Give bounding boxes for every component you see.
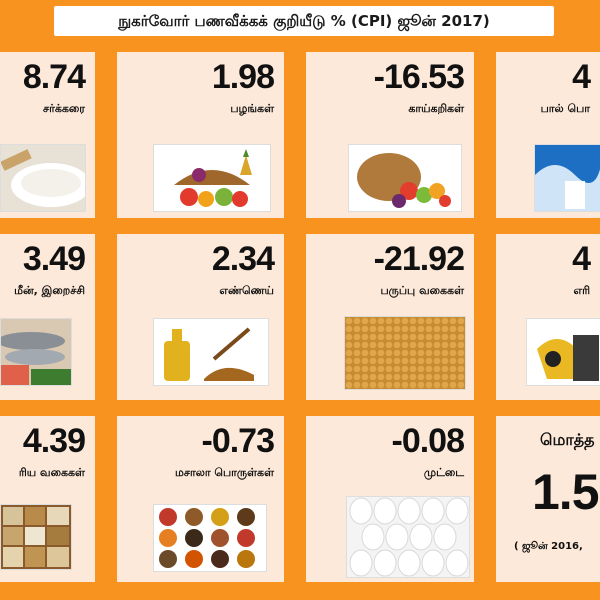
total-note: ( ஜூன் 2016, xyxy=(514,541,583,552)
pulses-icon xyxy=(344,316,466,390)
card-total: மொத்த 1.5 ( ஜூன் 2016, xyxy=(496,416,600,582)
fish-meat-icon xyxy=(0,318,72,386)
card-fruits: 1.98 பழங்கள் xyxy=(117,52,284,218)
value-vegetables: -16.53 xyxy=(373,58,465,96)
title-bar: நுகர்வோர் பணவீக்கக் குறியீடு % (CPI) ஜூன… xyxy=(0,0,600,44)
label-sugar: சர்க்கரை xyxy=(42,102,85,115)
value-sugar: 8.74 xyxy=(22,58,86,96)
grains-icon xyxy=(0,504,72,570)
fuel-icon xyxy=(526,318,600,386)
value-pulses: -21.92 xyxy=(373,240,465,278)
oil-icon xyxy=(153,318,269,386)
card-eggs: -0.08 முட்டை xyxy=(306,416,474,582)
total-label: மொத்த xyxy=(540,430,595,449)
value-spices: -0.73 xyxy=(201,422,275,460)
card-spices: -0.73 மசாலா பொருள்கள் xyxy=(117,416,284,582)
spices-icon xyxy=(153,504,267,572)
label-oil: எண்ணெய் xyxy=(219,284,274,297)
sugar-icon xyxy=(0,144,86,212)
label-spices: மசாலா பொருள்கள் xyxy=(175,466,274,479)
card-fuel: 4 எரி xyxy=(496,234,600,400)
label-milk: பால் பொ xyxy=(540,102,590,115)
label-fish-meat: மீன், இறைச்சி xyxy=(14,284,85,297)
value-eggs: -0.08 xyxy=(391,422,465,460)
card-fish-meat: 3.49 மீன், இறைச்சி xyxy=(0,234,95,400)
card-grains: 4.39 ரிய வகைகள் xyxy=(0,416,95,582)
label-eggs: முட்டை xyxy=(423,466,464,479)
card-milk: 4 பால் பொ xyxy=(496,52,600,218)
card-sugar: 8.74 சர்க்கரை xyxy=(0,52,95,218)
chart-title: நுகர்வோர் பணவீக்கக் குறியீடு % (CPI) ஜூன… xyxy=(54,6,554,36)
label-grains: ரிய வகைகள் xyxy=(18,466,85,479)
label-fruits: பழங்கள் xyxy=(230,102,274,115)
value-fuel: 4 xyxy=(572,240,591,278)
total-value: 1.5 xyxy=(532,464,600,520)
milk-icon xyxy=(534,144,600,212)
value-grains: 4.39 xyxy=(22,422,86,460)
value-fish-meat: 3.49 xyxy=(22,240,86,278)
vegetables-icon xyxy=(348,144,462,212)
value-fruits: 1.98 xyxy=(211,58,275,96)
label-vegetables: காய்கறிகள் xyxy=(408,102,464,115)
card-oil: 2.34 எண்ணெய் xyxy=(117,234,284,400)
card-vegetables: -16.53 காய்கறிகள் xyxy=(306,52,474,218)
card-pulses: -21.92 பருப்பு வகைகள் xyxy=(306,234,474,400)
value-oil: 2.34 xyxy=(211,240,275,278)
label-fuel: எரி xyxy=(573,284,591,297)
fruits-icon xyxy=(153,144,271,212)
label-pulses: பருப்பு வகைகள் xyxy=(380,284,464,297)
eggs-icon xyxy=(346,496,470,578)
value-milk: 4 xyxy=(572,58,591,96)
